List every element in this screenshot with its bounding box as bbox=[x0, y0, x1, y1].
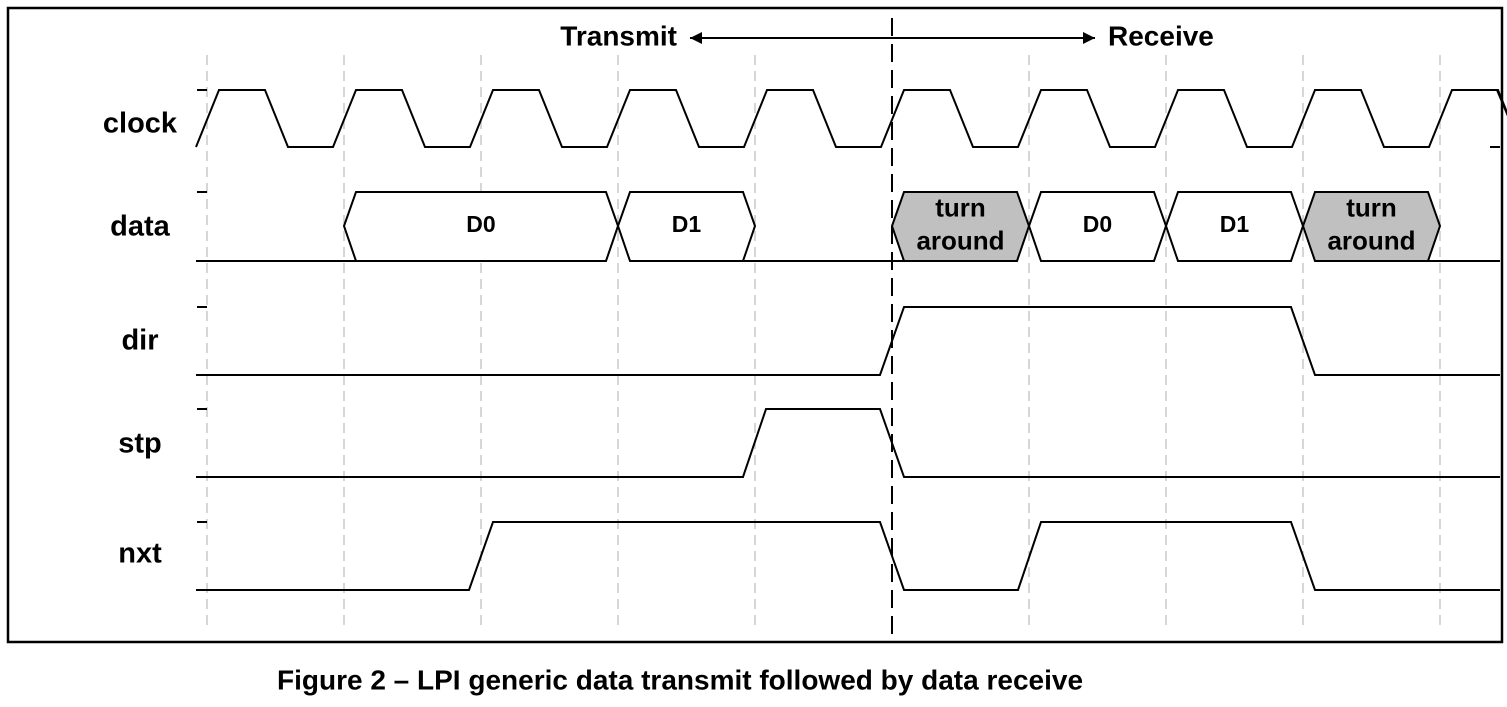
signal-label: stp bbox=[118, 428, 162, 460]
signal-label: data bbox=[110, 211, 171, 243]
bus-label: around bbox=[916, 225, 1004, 255]
clock-wave bbox=[195, 89, 1507, 148]
bus-label: turn bbox=[935, 192, 986, 222]
caption: Figure 2 – LPI generic data transmit fol… bbox=[277, 664, 1083, 695]
header-left: Transmit bbox=[560, 20, 677, 51]
ticks bbox=[197, 89, 1500, 591]
header-right: Receive bbox=[1108, 20, 1214, 51]
bus-label: D0 bbox=[466, 211, 495, 237]
nxt-wave bbox=[196, 521, 1497, 591]
stp-wave bbox=[196, 408, 1497, 478]
signal-label: clock bbox=[103, 108, 178, 140]
bus-label: D1 bbox=[672, 211, 702, 237]
bus-segment bbox=[616, 191, 757, 262]
signal-label: dir bbox=[121, 325, 158, 357]
bus-label: D1 bbox=[1220, 211, 1250, 237]
signal-label: nxt bbox=[118, 538, 162, 570]
grid bbox=[206, 55, 1441, 630]
bus-label: D0 bbox=[1083, 211, 1112, 237]
bus-label: turn bbox=[1346, 192, 1397, 222]
dir-wave bbox=[196, 306, 1497, 376]
bus-segment bbox=[1301, 191, 1442, 262]
frame bbox=[6, 6, 1504, 644]
bus-label: around bbox=[1327, 225, 1415, 255]
